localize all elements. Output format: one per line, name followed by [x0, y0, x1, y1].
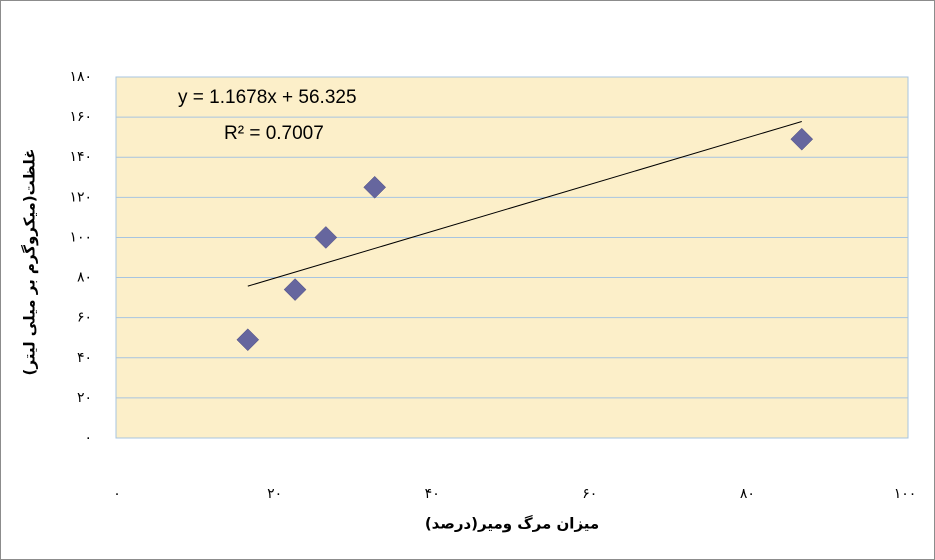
data-point [283, 278, 307, 301]
x-tick-label: ۴۰ [425, 486, 440, 502]
y-tick-label: ۲۰ [77, 390, 92, 406]
y-tick-label: ۱۲۰ [69, 189, 92, 205]
x-tick-label: ۸۰ [740, 486, 755, 502]
y-tick-label: ۶۰ [77, 310, 92, 326]
x-tick-label: ۲۰ [267, 486, 282, 502]
trendline [247, 121, 802, 287]
x-tick-label: ۱۰۰ [894, 486, 917, 502]
x-tick-label: ۰ [113, 486, 121, 502]
plot-area [115, 76, 909, 439]
r-squared: R² = 0.7007 [224, 123, 324, 144]
trend-equation: y = 1.1678x + 56.325 [178, 87, 357, 108]
y-tick-label: ۱۶۰ [69, 109, 92, 125]
y-tick-label: ۱۸۰ [69, 69, 92, 85]
data-point [236, 328, 260, 352]
y-tick-label: ۱۴۰ [69, 149, 92, 165]
y-tick-label: ۱۰۰ [69, 229, 92, 245]
y-tick-label: ۴۰ [77, 350, 92, 366]
y-tick-label: ۰ [84, 430, 92, 446]
y-tick-label: ۸۰ [77, 270, 92, 286]
x-axis-title: میزان مرگ ومیر(درصد) [425, 515, 599, 533]
data-point [790, 127, 814, 151]
x-tick-label: ۶۰ [582, 486, 597, 502]
y-axis-title: غلظت(میکروگرم بر میلی لیتر) [21, 149, 39, 376]
data-point [314, 226, 338, 249]
data-point [363, 175, 387, 199]
